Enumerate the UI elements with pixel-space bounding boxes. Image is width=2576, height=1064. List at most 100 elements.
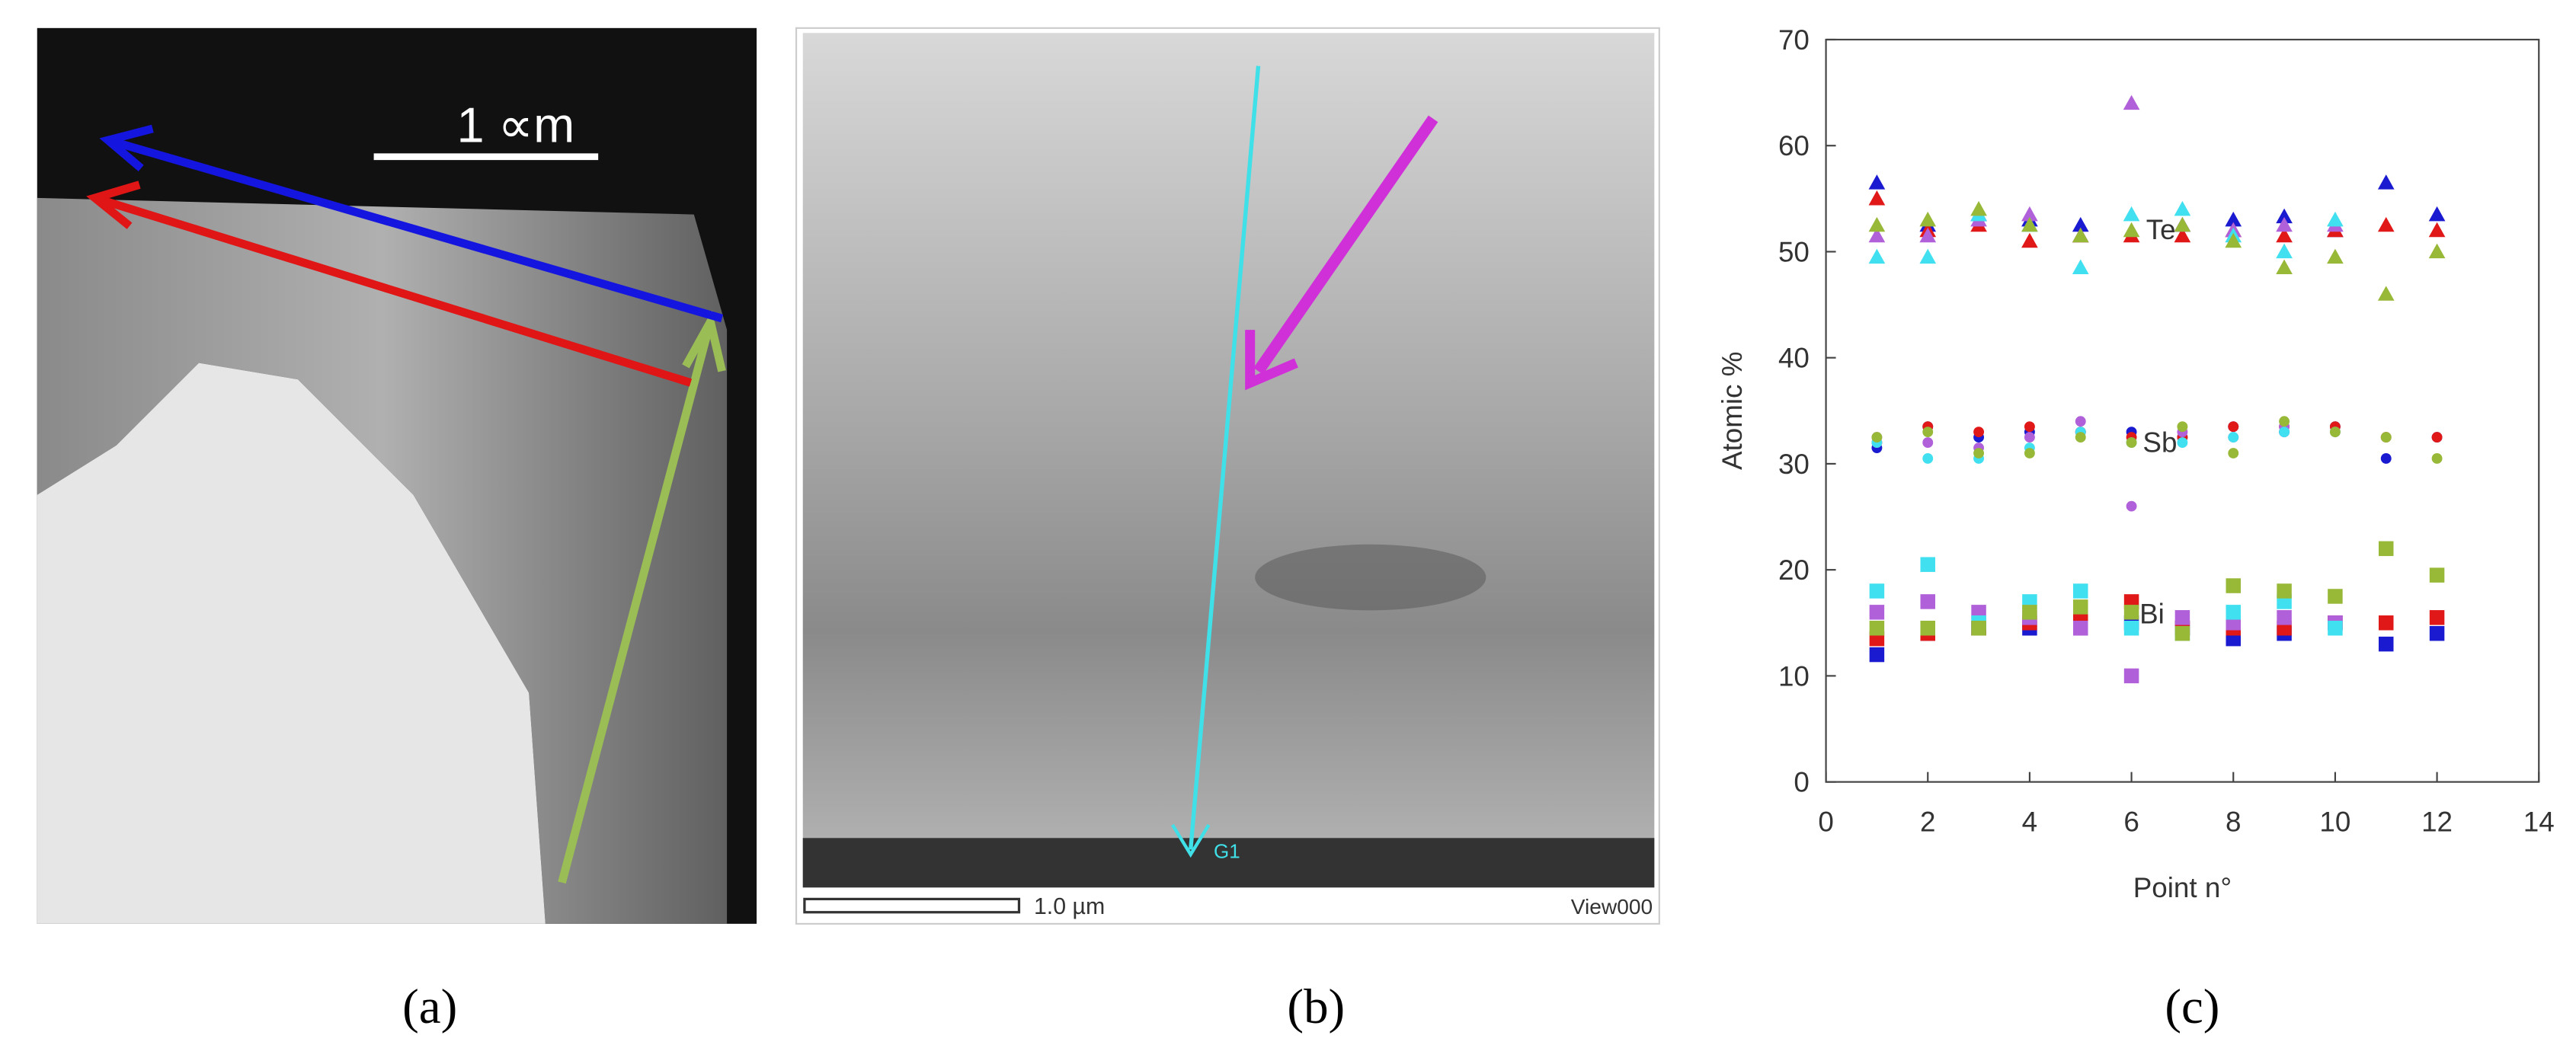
point	[2228, 432, 2239, 443]
point	[2377, 286, 2395, 301]
point	[2073, 620, 2088, 636]
point	[2174, 625, 2190, 641]
dark-region	[1255, 544, 1486, 611]
arrow-head	[99, 124, 154, 172]
view-label: View000	[1571, 895, 1653, 919]
point	[2429, 610, 2445, 625]
point	[1868, 227, 1886, 243]
point	[2123, 620, 2139, 636]
arrow-red	[93, 193, 693, 387]
chart: Point n° Atomic % 0 10 20 30 40 50 60 70 0 2 4 6 8 10…	[1717, 24, 2555, 903]
arrow-head	[1245, 330, 1298, 391]
point	[2276, 227, 2293, 243]
panel-a: 1 ∝m	[37, 27, 757, 924]
point	[2072, 216, 2089, 232]
point	[2073, 599, 2088, 615]
point	[2021, 216, 2038, 232]
point	[2021, 206, 2038, 222]
linescan-head	[1171, 823, 1211, 858]
point	[2177, 421, 2188, 433]
point	[2428, 243, 2446, 259]
panel-label: (b)	[1287, 979, 1345, 1034]
arrow-green	[558, 320, 715, 884]
scale-label: 1.0 µm	[1034, 894, 1105, 919]
point	[2377, 216, 2395, 232]
point	[2072, 259, 2089, 275]
point	[2428, 206, 2446, 222]
point	[1868, 174, 1886, 190]
x-tick-label: 8	[2226, 807, 2241, 838]
y-tick-label: 0	[1794, 767, 1809, 798]
point	[2228, 448, 2239, 459]
point	[1971, 620, 1986, 636]
point	[2177, 437, 2188, 449]
point	[1973, 427, 1985, 438]
point	[1920, 557, 1935, 572]
point	[2226, 605, 2241, 620]
x-tick-label: 14	[2523, 807, 2555, 838]
panel-label: (c)	[2165, 979, 2219, 1034]
point	[2279, 427, 2290, 438]
point	[1919, 248, 1937, 264]
point	[2276, 208, 2293, 224]
point	[2024, 421, 2035, 433]
point	[1970, 200, 1987, 216]
point	[2226, 578, 2241, 593]
y-tick-label: 40	[1778, 343, 1810, 374]
micrograph-b	[802, 33, 1655, 888]
x-tick-label: 2	[1920, 807, 1935, 838]
point	[2428, 222, 2446, 238]
point	[2022, 605, 2037, 620]
point	[1919, 227, 1937, 243]
substrate-b	[802, 838, 1655, 888]
film	[37, 197, 728, 924]
x-tick-label: 4	[2022, 807, 2037, 838]
point	[2075, 416, 2086, 427]
y-tick-label: 10	[1778, 660, 1810, 692]
point	[2377, 174, 2395, 190]
point	[2277, 583, 2292, 599]
point	[2276, 216, 2293, 232]
point	[2276, 243, 2293, 259]
point	[2277, 610, 2292, 625]
point	[2174, 610, 2190, 625]
point	[1922, 427, 1934, 438]
point	[2429, 625, 2445, 641]
point	[1869, 583, 1885, 599]
point	[2075, 432, 2086, 443]
point	[2329, 427, 2341, 438]
point	[2327, 211, 2344, 227]
y-tick-label: 60	[1778, 130, 1810, 161]
point	[2126, 500, 2137, 512]
point	[2431, 453, 2443, 464]
scale-label: 1 ∝m	[457, 97, 575, 152]
y-tick-label: 70	[1778, 24, 1810, 56]
point	[2429, 567, 2445, 583]
point	[1922, 453, 1934, 464]
linescan-line	[1189, 66, 1261, 850]
point	[2276, 259, 2293, 275]
point	[2431, 432, 2443, 443]
x-tick-label: 12	[2421, 807, 2453, 838]
x-axis-label: Point n°	[2133, 872, 2232, 903]
arrow-magenta	[1253, 115, 1438, 375]
point	[1920, 620, 1935, 636]
plot-frame	[1825, 38, 2540, 783]
point	[2123, 222, 2140, 238]
substrate	[37, 363, 546, 924]
point	[1919, 211, 1937, 227]
point	[2228, 421, 2239, 433]
panel-label: (a)	[402, 979, 457, 1034]
point	[2123, 206, 2140, 222]
point	[2073, 583, 2088, 599]
point	[1973, 448, 1985, 459]
point	[1869, 605, 1885, 620]
y-tick-label: 20	[1778, 554, 1810, 586]
y-tick-label: 50	[1778, 236, 1810, 267]
point	[1868, 248, 1886, 264]
point	[1869, 647, 1885, 663]
x-tick-label: 10	[2319, 807, 2350, 838]
x-tick-label: 0	[1818, 807, 1833, 838]
